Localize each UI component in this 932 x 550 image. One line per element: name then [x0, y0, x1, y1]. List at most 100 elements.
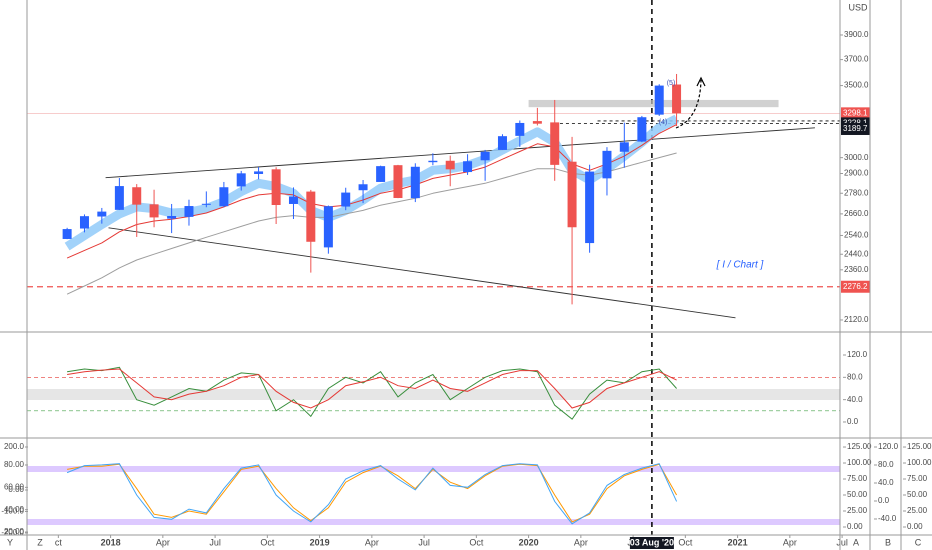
y-tick-label: 125.00 [907, 442, 932, 451]
y-tick-label: 0.00 [847, 522, 863, 531]
y-tick-label: 80.0 [847, 372, 863, 381]
y-tick-label: 120.0 [847, 350, 868, 359]
y-tick-label: 0.00 [907, 522, 923, 531]
candle-body [149, 204, 159, 218]
toolbar-button[interactable]: C [915, 537, 922, 547]
y-tick-label: 2780.0 [844, 188, 869, 197]
oscillator-line [67, 463, 678, 523]
toolbar-button[interactable]: B [885, 537, 891, 547]
x-tick-label: Jul [209, 537, 221, 547]
candle-body [358, 184, 368, 191]
y-tick-label: 25.00 [907, 506, 928, 515]
oversold-band [27, 519, 840, 525]
price-tag-label: 3189.7 [843, 124, 868, 133]
candle-body [254, 171, 264, 174]
x-tick-label: 2021 [728, 537, 748, 547]
candle-body [219, 187, 229, 207]
x-tick-label: 2019 [310, 537, 330, 547]
resistance-zone [528, 99, 779, 108]
y-tick-label: 2360.0 [844, 265, 869, 274]
candle-body [672, 84, 682, 114]
y-tick-label: 2660.0 [844, 209, 869, 218]
x-tick-label: Jul [836, 537, 848, 547]
candle-body [602, 150, 612, 179]
y-tick-label: 40.0 [878, 478, 894, 487]
candle-body [167, 215, 177, 219]
y-tick-label: 2900.0 [844, 169, 869, 178]
price-tag [841, 122, 870, 135]
y-tick-label: 200.0 [4, 442, 25, 451]
y-tick-label: 0.00 [8, 485, 24, 494]
projection-arrow [675, 79, 702, 129]
candle-body [184, 206, 194, 217]
y-tick-label: 3900.0 [844, 30, 869, 39]
trendline [108, 227, 736, 319]
x-tick-label: Apr [156, 537, 170, 547]
y-tick-label: 120.0 [878, 442, 899, 451]
candle-body [619, 142, 629, 152]
y-tick-label: 0.0 [878, 496, 890, 505]
y-tick-label: 100.00 [907, 458, 932, 467]
price-tag-label: 2276.2 [843, 282, 868, 291]
trendline [105, 127, 815, 179]
x-tick-label: 2018 [101, 537, 121, 547]
x-tick-label: ct [55, 537, 63, 547]
candle-body [637, 117, 647, 142]
y-tick-label: 0.0 [847, 417, 859, 426]
y-tick-label: 75.00 [847, 474, 868, 483]
y-tick-label: 80.0 [878, 460, 894, 469]
candle-body [480, 151, 490, 161]
x-tick-label: Oct [260, 537, 275, 547]
price-tag-label: 3298.1 [843, 108, 868, 117]
y-tick-label: 60.00 [4, 482, 25, 491]
candle-body [376, 166, 386, 182]
toolbar-button[interactable]: Y [7, 537, 13, 547]
x-tick-label: Oct [678, 537, 693, 547]
wave-label: (4) [659, 119, 668, 126]
candle-body [288, 196, 298, 204]
y-tick-label: 2440.0 [844, 249, 869, 258]
y-tick-label: 2120.0 [844, 315, 869, 324]
y-tick-label: -40.0 [878, 514, 897, 523]
candle-body [114, 186, 124, 210]
y-tick-label: 3000.0 [844, 153, 869, 162]
candle-body [341, 192, 351, 207]
y-tick-label: -200.0 [1, 528, 24, 537]
candle-body [445, 160, 455, 170]
candle-body [497, 136, 507, 150]
annotation: [ I / Chart ] [716, 260, 764, 271]
y-tick-label: 2540.0 [844, 231, 869, 240]
candle-body [532, 121, 542, 124]
x-tick-label: Oct [469, 537, 484, 547]
x-tick-label: Jul [418, 537, 430, 547]
y-tick-label: 50.00 [907, 490, 928, 499]
candle-body [410, 166, 420, 199]
price-tag [841, 280, 870, 293]
y-tick-label: 25.00 [847, 506, 868, 515]
time-cursor-label-bg [629, 537, 674, 549]
y-tick-label: 3700.0 [844, 55, 869, 64]
oscillator-line [67, 366, 677, 420]
candle-body [463, 161, 473, 173]
candle-body [201, 203, 211, 205]
y-tick-label: 80.00 [4, 460, 25, 469]
candle-body [323, 206, 333, 248]
candle-body [654, 85, 664, 115]
y-tick-label: 40.00 [4, 505, 25, 514]
candle-body [585, 171, 595, 244]
x-tick-label: Apr [574, 537, 588, 547]
neutral-band [27, 389, 840, 400]
candle-body [306, 191, 316, 242]
x-tick-label: 2020 [519, 537, 539, 547]
y-tick-label: 125.00 [847, 442, 872, 451]
toolbar-button[interactable]: A [853, 537, 859, 547]
x-tick-label: Apr [365, 537, 379, 547]
candle-body [79, 216, 89, 229]
candle-body [550, 122, 560, 165]
toolbar-button[interactable]: Z [37, 537, 43, 547]
candle-body [236, 173, 246, 187]
y-tick-label: 40.0 [847, 395, 863, 404]
candle-body [428, 160, 438, 163]
